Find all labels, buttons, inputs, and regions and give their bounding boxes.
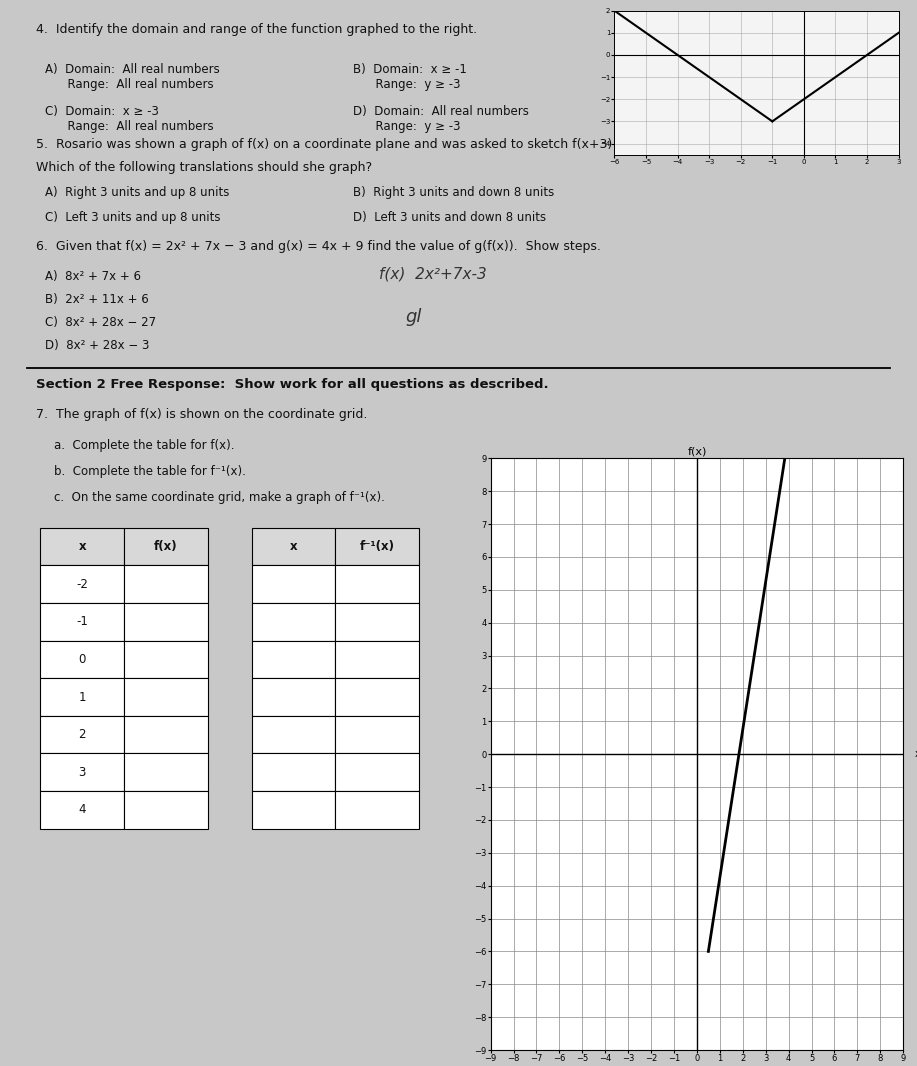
FancyBboxPatch shape [336, 716, 419, 754]
FancyBboxPatch shape [251, 528, 336, 565]
FancyBboxPatch shape [40, 791, 124, 828]
FancyBboxPatch shape [336, 603, 419, 641]
FancyBboxPatch shape [40, 716, 124, 754]
Text: 6.  Given that f(x) = 2x² + 7x − 3 and g(x) = 4x + 9 find the value of g(f(x)). : 6. Given that f(x) = 2x² + 7x − 3 and g(… [36, 241, 601, 254]
Text: C)  8x² + 28x − 27: C) 8x² + 28x − 27 [45, 316, 156, 328]
Title: f(x): f(x) [687, 447, 707, 456]
Text: b.  Complete the table for f⁻¹(x).: b. Complete the table for f⁻¹(x). [53, 465, 246, 478]
FancyBboxPatch shape [124, 603, 207, 641]
FancyBboxPatch shape [336, 565, 419, 603]
Text: A)  Domain:  All real numbers
      Range:  All real numbers: A) Domain: All real numbers Range: All r… [45, 63, 219, 91]
FancyBboxPatch shape [124, 678, 207, 716]
Text: C)  Left 3 units and up 8 units: C) Left 3 units and up 8 units [45, 211, 220, 224]
FancyBboxPatch shape [124, 528, 207, 565]
Text: x: x [290, 540, 297, 553]
Text: -2: -2 [76, 578, 88, 591]
FancyBboxPatch shape [336, 678, 419, 716]
FancyBboxPatch shape [336, 754, 419, 791]
Text: C)  Domain:  x ≥ -3
      Range:  All real numbers: C) Domain: x ≥ -3 Range: All real number… [45, 104, 214, 132]
Text: A)  8x² + 7x + 6: A) 8x² + 7x + 6 [45, 270, 140, 282]
FancyBboxPatch shape [251, 754, 336, 791]
FancyBboxPatch shape [40, 754, 124, 791]
FancyBboxPatch shape [251, 678, 336, 716]
FancyBboxPatch shape [40, 603, 124, 641]
FancyBboxPatch shape [40, 528, 124, 565]
FancyBboxPatch shape [124, 565, 207, 603]
Text: D)  Left 3 units and down 8 units: D) Left 3 units and down 8 units [353, 211, 546, 224]
FancyBboxPatch shape [336, 641, 419, 678]
Text: gl: gl [405, 308, 422, 326]
FancyBboxPatch shape [40, 641, 124, 678]
Text: f(x)  2x²+7x-3: f(x) 2x²+7x-3 [380, 266, 487, 281]
FancyBboxPatch shape [124, 716, 207, 754]
Text: -1: -1 [76, 615, 88, 628]
Text: 0: 0 [79, 652, 86, 666]
Text: f(x): f(x) [154, 540, 178, 553]
Text: 5.  Rosario was shown a graph of f(x) on a coordinate plane and was asked to ske: 5. Rosario was shown a graph of f(x) on … [36, 139, 635, 151]
FancyBboxPatch shape [124, 754, 207, 791]
Text: A)  Right 3 units and up 8 units: A) Right 3 units and up 8 units [45, 187, 229, 199]
Text: 1: 1 [79, 691, 86, 704]
Text: Which of the following translations should she graph?: Which of the following translations shou… [36, 161, 372, 174]
FancyBboxPatch shape [251, 565, 336, 603]
Text: 2: 2 [79, 728, 86, 741]
FancyBboxPatch shape [124, 641, 207, 678]
FancyBboxPatch shape [251, 603, 336, 641]
Text: 3: 3 [79, 765, 86, 779]
Text: B)  Domain:  x ≥ -1
      Range:  y ≥ -3: B) Domain: x ≥ -1 Range: y ≥ -3 [353, 63, 467, 91]
FancyBboxPatch shape [124, 791, 207, 828]
Text: B)  2x² + 11x + 6: B) 2x² + 11x + 6 [45, 293, 149, 306]
FancyBboxPatch shape [251, 641, 336, 678]
FancyBboxPatch shape [251, 791, 336, 828]
Text: x: x [78, 540, 86, 553]
FancyBboxPatch shape [336, 791, 419, 828]
FancyBboxPatch shape [40, 565, 124, 603]
Text: 4.  Identify the domain and range of the function graphed to the right.: 4. Identify the domain and range of the … [36, 23, 477, 36]
Text: Section 2 Free Response:  Show work for all questions as described.: Section 2 Free Response: Show work for a… [36, 378, 548, 391]
FancyBboxPatch shape [251, 716, 336, 754]
Text: a.  Complete the table for f(x).: a. Complete the table for f(x). [53, 439, 234, 452]
Text: x: x [915, 749, 917, 759]
FancyBboxPatch shape [40, 678, 124, 716]
Text: c.  On the same coordinate grid, make a graph of f⁻¹(x).: c. On the same coordinate grid, make a g… [53, 491, 384, 504]
Text: D)  Domain:  All real numbers
      Range:  y ≥ -3: D) Domain: All real numbers Range: y ≥ -… [353, 104, 529, 132]
Text: B)  Right 3 units and down 8 units: B) Right 3 units and down 8 units [353, 187, 554, 199]
Text: f⁻¹(x): f⁻¹(x) [359, 540, 394, 553]
Text: 7.  The graph of f(x) is shown on the coordinate grid.: 7. The graph of f(x) is shown on the coo… [36, 407, 368, 421]
FancyBboxPatch shape [336, 528, 419, 565]
Text: D)  8x² + 28x − 3: D) 8x² + 28x − 3 [45, 339, 149, 352]
Text: 4: 4 [79, 804, 86, 817]
